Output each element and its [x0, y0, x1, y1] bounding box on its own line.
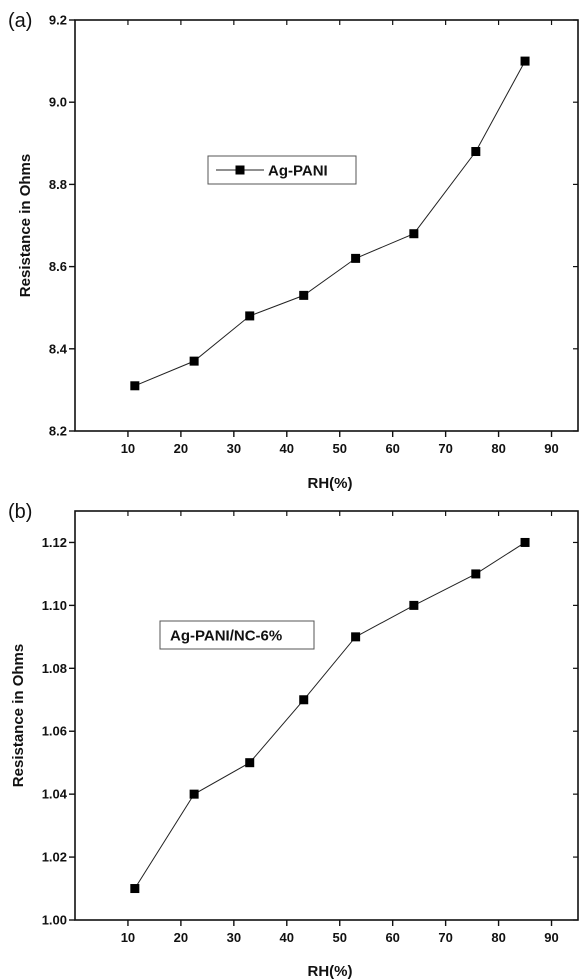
x-tick-label: 20: [174, 930, 188, 945]
series-line: [134, 542, 526, 889]
y-tick-label: 8.8: [49, 177, 67, 192]
data-point: [245, 311, 255, 321]
data-point: [409, 229, 419, 239]
data-point: [471, 569, 481, 579]
chart-panel-a: (a) 10 20 30 40 50 60 70 80 90 8.2 8.4 8.6 8.8 9.0 9.2 R…: [8, 10, 579, 492]
x-tick-label: 50: [333, 441, 347, 456]
data-point: [130, 381, 140, 391]
x-tick-label: 70: [438, 441, 452, 456]
legend-label: Ag-PANI/NC-6%: [170, 628, 282, 645]
y-tick-label: 9.2: [49, 13, 67, 28]
x-tick-label: 90: [544, 441, 558, 456]
x-axis-title: RH(%): [308, 963, 353, 980]
y-tick-label: 1.08: [42, 661, 67, 676]
x-tick-label: 30: [227, 441, 241, 456]
y-tick-label: 1.00: [42, 913, 67, 928]
x-tick-label: 90: [544, 930, 558, 945]
y-axis-title: Resistance in Ohms: [17, 154, 34, 297]
data-point: [189, 356, 199, 366]
y-tick-label: 1.04: [42, 787, 68, 802]
x-tick-label: 60: [385, 930, 399, 945]
chart-panel-b: (b) 10 20 30 40 50 60 70 80 90 1.00 1.02 1.04 1.06 1.0…: [8, 501, 579, 980]
data-point: [299, 290, 309, 300]
plot-frame: [74, 510, 579, 921]
data-point: [299, 695, 309, 705]
data-point: [520, 56, 530, 66]
legend-box: [159, 620, 315, 650]
x-tick-label: 10: [121, 441, 135, 456]
y-tick-label: 1.06: [42, 724, 67, 739]
data-point: [189, 789, 199, 799]
y-tick-label: 1.10: [42, 598, 67, 613]
x-tick-label: 80: [491, 930, 505, 945]
data-point: [351, 632, 361, 642]
y-tick-label: 9.0: [49, 95, 67, 110]
x-axis-title: RH(%): [308, 475, 353, 492]
data-point: [471, 147, 481, 157]
y-tick-label: 1.12: [42, 535, 67, 550]
legend-label: Ag-PANI: [268, 163, 328, 180]
x-tick-label: 20: [174, 441, 188, 456]
x-tick-label: 50: [333, 930, 347, 945]
x-tick-label: 40: [280, 930, 294, 945]
data-point: [520, 537, 530, 547]
data-point: [409, 600, 419, 610]
y-tick-label: 8.2: [49, 424, 67, 439]
y-axis-title: Resistance in Ohms: [10, 644, 27, 787]
legend-marker: [235, 165, 245, 175]
data-point: [351, 253, 361, 263]
panel-label: (b): [8, 501, 32, 523]
y-tick-label: 8.4: [49, 341, 68, 356]
data-point: [130, 884, 140, 894]
y-tick-label: 1.02: [42, 850, 67, 865]
x-tick-label: 10: [121, 930, 135, 945]
x-tick-label: 70: [438, 930, 452, 945]
panel-label: (a): [8, 10, 32, 32]
plot-frame: [74, 19, 579, 432]
x-tick-label: 80: [491, 441, 505, 456]
x-tick-label: 30: [227, 930, 241, 945]
data-point: [245, 758, 255, 768]
x-tick-label: 40: [280, 441, 294, 456]
x-tick-label: 60: [385, 441, 399, 456]
y-tick-label: 8.6: [49, 259, 67, 274]
series-line: [134, 60, 526, 387]
